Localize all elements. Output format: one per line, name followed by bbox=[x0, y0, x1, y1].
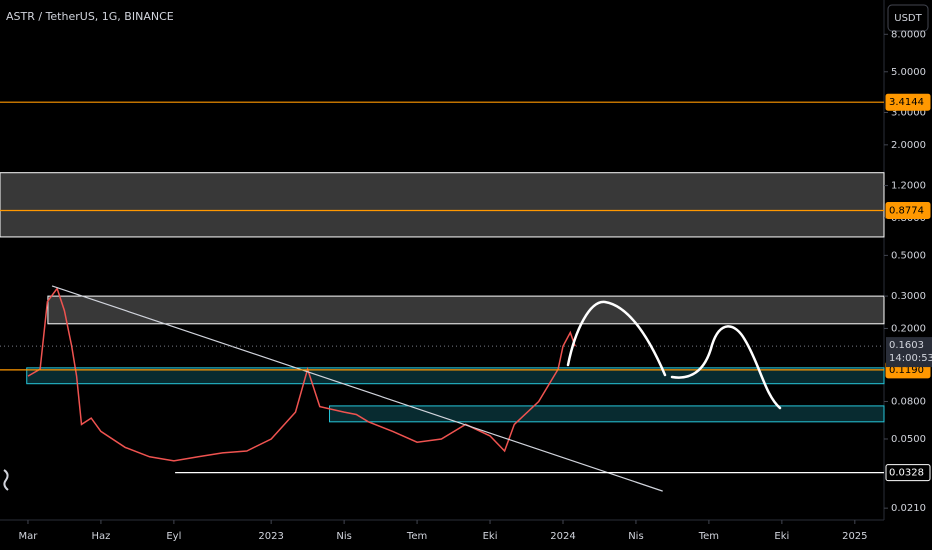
x-tick-label: Tem bbox=[698, 531, 719, 542]
y-tick-label: 1.2000 bbox=[891, 181, 926, 192]
logo bbox=[3, 469, 9, 491]
zone bbox=[329, 405, 885, 423]
level-label-box bbox=[885, 93, 931, 111]
last-price-box bbox=[886, 337, 932, 368]
last-price-label: 0.1603 bbox=[889, 340, 924, 351]
y-tick-label: 0.0210 bbox=[891, 503, 926, 514]
zone bbox=[47, 295, 885, 325]
y-tick-label: 0.0800 bbox=[891, 397, 926, 408]
level-label-box bbox=[885, 202, 931, 220]
y-tick-label: 3.0000 bbox=[891, 108, 926, 119]
price-line bbox=[27, 286, 576, 462]
currency-button[interactable] bbox=[887, 4, 929, 32]
x-tick-label: Eyl bbox=[166, 531, 181, 542]
level-label: 0.0328 bbox=[889, 468, 924, 479]
y-tick-label: 0.3000 bbox=[891, 291, 926, 302]
y-tick-label: 2.0000 bbox=[891, 140, 926, 151]
x-tick-label: 2024 bbox=[550, 531, 575, 542]
x-tick-label: 2025 bbox=[842, 531, 867, 542]
y-tick-label: 8.0000 bbox=[891, 29, 926, 40]
zone bbox=[0, 172, 885, 238]
level-label: 3.4144 bbox=[889, 97, 924, 108]
y-tick-label: 0.2000 bbox=[891, 323, 926, 334]
currency[interactable]: USDT bbox=[894, 13, 922, 24]
x-tick-label: Nis bbox=[336, 531, 351, 542]
x-tick-label: 2023 bbox=[258, 531, 283, 542]
trendline bbox=[51, 285, 663, 492]
x-tick-label: Eki bbox=[774, 531, 789, 542]
level-label-box bbox=[885, 464, 931, 482]
x-tick-label: Nis bbox=[628, 531, 643, 542]
level-label: 0.8774 bbox=[889, 206, 924, 217]
y-tick-label: 0.5000 bbox=[891, 250, 926, 261]
x-tick-label: Eki bbox=[483, 531, 498, 542]
symbol-title: ASTR / TetherUS, 1G, BINANCE bbox=[6, 10, 174, 23]
y-tick-label: 0.0500 bbox=[891, 434, 926, 445]
x-tick-label: Tem bbox=[406, 531, 427, 542]
zone bbox=[26, 367, 885, 385]
level-label: 0.1190 bbox=[889, 365, 924, 376]
plot bbox=[0, 101, 885, 492]
x-tick-label: Haz bbox=[91, 531, 110, 542]
x-tick-label: Mar bbox=[19, 531, 39, 542]
y-tick-label: 5.0000 bbox=[891, 67, 926, 78]
countdown: 14:00:53 bbox=[889, 353, 932, 364]
hand-drawn-projection bbox=[566, 300, 782, 410]
